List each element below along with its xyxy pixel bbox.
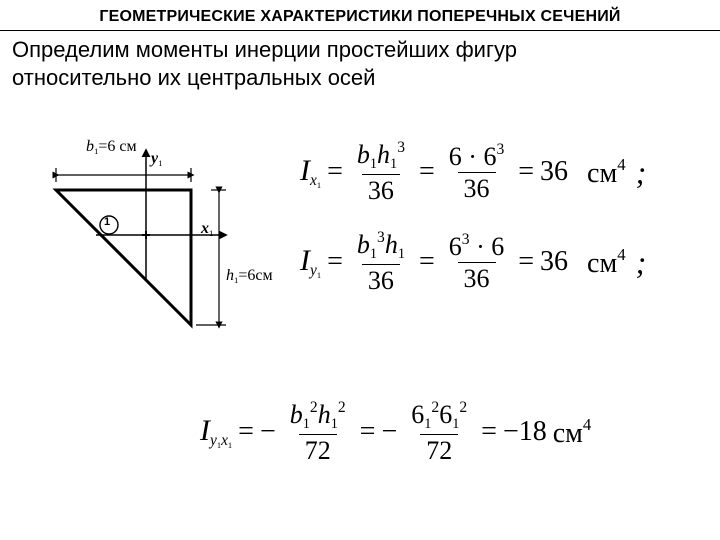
y-axis-label: y1	[151, 150, 163, 168]
x-axis-label: x1	[201, 220, 213, 238]
formula-iy1: Iy1 = b13h1 36 = 63 · 6 36 = 36 см4 ;	[300, 230, 646, 294]
formula-ix1: Ix1 = b1h13 36 = 6 · 63 36 = 36 см4 ;	[300, 140, 646, 204]
subtitle-block: Определим моменты инерции простейших фиг…	[12, 36, 517, 91]
b-dim-label: b1=6 см	[86, 138, 137, 156]
subtitle-line-1: Определим моменты инерции простейших фиг…	[12, 37, 517, 62]
triangle-shape	[56, 190, 191, 325]
header-divider	[0, 30, 720, 31]
subtitle-line-2: относительно их центральных осей	[12, 65, 375, 90]
section-diagram: b1=6 см y1 x1 1 h1=6см	[36, 120, 276, 350]
page-title: ГЕОМЕТРИЧЕСКИЕ ХАРАКТЕРИСТИКИ ПОПЕРЕЧНЫХ…	[0, 8, 720, 26]
page-root: ГЕОМЕТРИЧЕСКИЕ ХАРАКТЕРИСТИКИ ПОПЕРЕЧНЫХ…	[0, 0, 720, 540]
h-dim-label: h1=6см	[226, 267, 273, 285]
section-number: 1	[104, 216, 110, 228]
formula-iy1x1: Iy1x1 = − b12h12 72 = − 612612 72 = −18с…	[200, 400, 591, 464]
